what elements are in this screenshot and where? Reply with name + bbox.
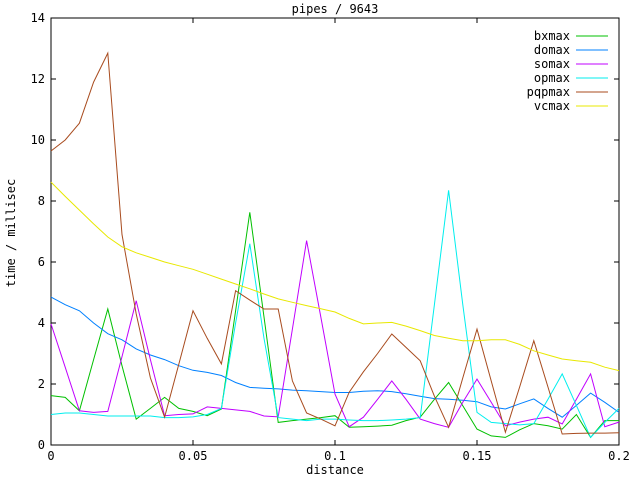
series-pqpmax [50,51,620,435]
legend-label-somax: somax [533,57,570,71]
x-tick-label: 0.05 [178,449,208,463]
series-vcmax [50,181,620,372]
y-tick-label: 12 [30,72,45,86]
x-tick-label: 0.1 [324,449,346,463]
legend-label-pqpmax: pqpmax [526,85,570,99]
series-opmax [50,190,620,439]
x-tick-label: 0.2 [608,449,630,463]
legend-label-vcmax: vcmax [533,99,570,113]
x-axis-title: distance [306,463,364,477]
y-tick-label: 2 [37,377,45,391]
y-tick-label: 8 [37,194,45,208]
y-tick-label: 10 [30,133,45,147]
legend-label-bxmax: bxmax [533,29,570,43]
chart-title: pipes / 9643 [291,2,379,16]
y-tick-label: 14 [30,11,45,25]
x-tick-label: 0 [47,449,55,463]
y-tick-label: 6 [37,255,45,269]
series-somax [50,240,620,428]
y-tick-label: 0 [37,438,45,452]
legend-label-opmax: opmax [533,71,570,85]
y-tick-label: 4 [37,316,45,330]
legend-label-domax: domax [533,43,570,57]
series-bxmax [50,212,619,439]
x-tick-label: 0.15 [462,449,492,463]
